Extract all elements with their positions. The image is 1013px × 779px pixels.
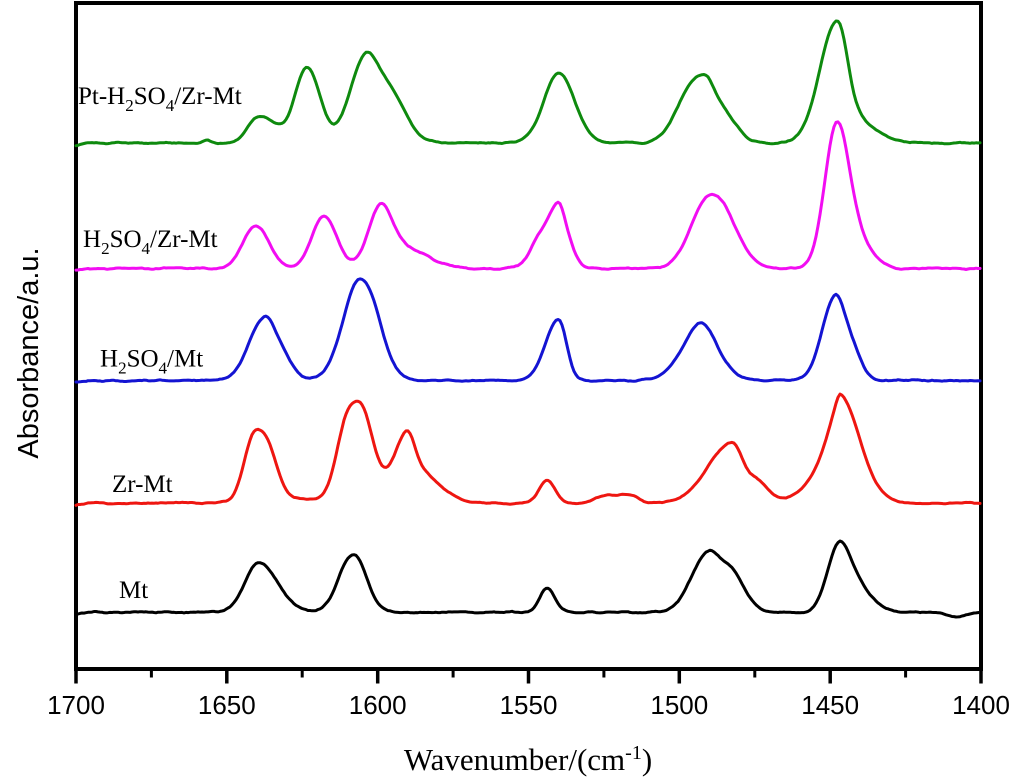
svg-text:1650: 1650 <box>198 690 256 720</box>
svg-text:H2SO4/Mt: H2SO4/Mt <box>100 346 203 378</box>
svg-text:1550: 1550 <box>500 690 558 720</box>
svg-text:Zr-Mt: Zr-Mt <box>112 471 173 498</box>
svg-text:1500: 1500 <box>650 690 708 720</box>
svg-text:Absorbance/a.u.: Absorbance/a.u. <box>13 247 45 458</box>
svg-text:Wavenumber/(cm-1): Wavenumber/(cm-1) <box>404 742 652 777</box>
svg-text:1400: 1400 <box>952 690 1010 720</box>
svg-text:1450: 1450 <box>801 690 859 720</box>
svg-text:1600: 1600 <box>349 690 407 720</box>
svg-text:Pt-H2SO4/Zr-Mt: Pt-H2SO4/Zr-Mt <box>78 83 242 115</box>
svg-text:Mt: Mt <box>119 577 148 604</box>
svg-text:1700: 1700 <box>47 690 105 720</box>
